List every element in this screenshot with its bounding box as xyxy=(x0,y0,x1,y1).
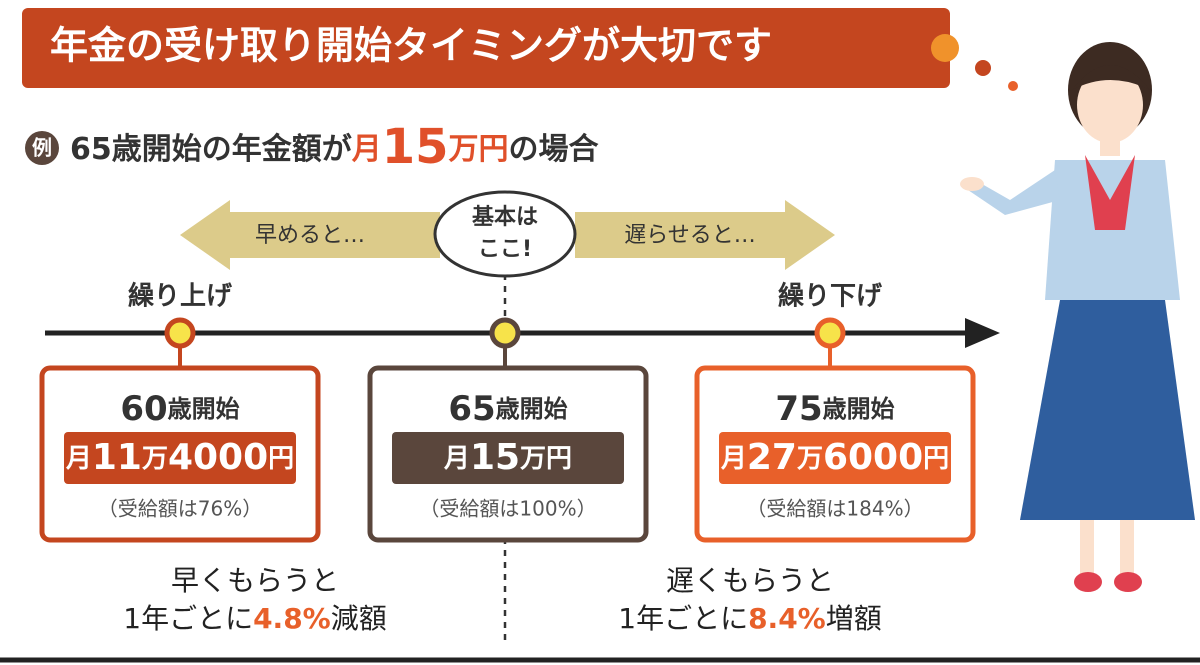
amount: 月27万6000円 xyxy=(720,437,949,478)
card-title: 65歳開始 xyxy=(448,389,567,429)
note-part: 増額 xyxy=(826,602,882,635)
amount-box xyxy=(64,432,296,484)
note-line: 早くもらうと xyxy=(171,564,339,597)
badge xyxy=(25,131,59,165)
header-bar xyxy=(22,8,950,88)
title: 年金の受け取り開始タイミングが大切です xyxy=(50,24,772,68)
amount-part: 万円 xyxy=(520,444,572,474)
timeline-dot xyxy=(489,317,521,349)
note-part: 8.4% xyxy=(748,602,826,635)
note-line: 1年ごとに8.4%増額 xyxy=(618,602,882,635)
arrow-label: 早めると… xyxy=(255,223,365,248)
center-label: ここ! xyxy=(478,237,532,262)
amount-part: 月 xyxy=(65,444,92,474)
card-note: （受給額は100%） xyxy=(419,497,596,521)
note-part: 1年ごとに xyxy=(123,602,253,635)
amount-part: 円 xyxy=(268,444,294,474)
note-line: 遅くもらうと xyxy=(666,564,834,597)
timeline-dot xyxy=(164,317,196,349)
note-part: 1年ごとに xyxy=(618,602,748,635)
amount-part: 万 xyxy=(142,444,168,474)
timeline-label: 繰り上げ xyxy=(128,281,233,312)
arrow-label: 遅らせると… xyxy=(624,223,756,248)
age-suffix: 歳開始 xyxy=(168,395,240,423)
note-line: 1年ごとに4.8%減額 xyxy=(123,602,387,635)
amount-part: 月 xyxy=(443,444,470,474)
age: 75 xyxy=(775,389,822,429)
text-part: 65歳開始の年金額が xyxy=(70,132,352,167)
amount-box xyxy=(392,432,624,484)
amount-part: 6000 xyxy=(823,437,923,478)
card-note: （受給額は76%） xyxy=(98,497,262,521)
dot xyxy=(1008,81,1018,91)
example-text: 65歳開始の年金額が月15万円の場合 xyxy=(70,119,599,175)
text-part: の場合 xyxy=(509,132,599,167)
card-title: 60歳開始 xyxy=(120,389,239,429)
character xyxy=(960,42,1195,592)
amount-part: 15 xyxy=(470,437,520,478)
amount-box xyxy=(719,432,951,484)
age: 65 xyxy=(448,389,495,429)
age: 60 xyxy=(120,389,167,429)
text-part: 15 xyxy=(382,119,449,175)
badge-text: 例 xyxy=(32,136,52,160)
amount-part: 円 xyxy=(923,444,949,474)
amount-part: 4000 xyxy=(168,437,268,478)
timeline-dot xyxy=(814,317,846,349)
card-title: 75歳開始 xyxy=(775,389,894,429)
dot xyxy=(975,60,991,76)
amount-part: 万 xyxy=(797,444,823,474)
amount: 月15万円 xyxy=(443,437,572,478)
note-part: 4.8% xyxy=(253,602,331,635)
amount-part: 27 xyxy=(747,437,797,478)
amount-part: 月 xyxy=(720,444,747,474)
timeline-label: 繰り下げ xyxy=(778,281,883,312)
center-label: 基本は xyxy=(472,205,538,230)
center-oval xyxy=(433,190,577,278)
dot xyxy=(931,34,959,62)
right-arrow xyxy=(575,200,835,270)
amount-part: 11 xyxy=(92,437,142,478)
text-part: 万円 xyxy=(449,132,509,167)
card-note: （受給額は184%） xyxy=(746,497,923,521)
left-arrow xyxy=(180,200,440,270)
timeline-head xyxy=(965,318,1000,348)
age-suffix: 歳開始 xyxy=(496,395,568,423)
age-suffix: 歳開始 xyxy=(823,395,895,423)
text-part: 月 xyxy=(352,132,382,167)
amount: 月11万4000円 xyxy=(65,437,294,478)
note-part: 減額 xyxy=(331,602,387,635)
